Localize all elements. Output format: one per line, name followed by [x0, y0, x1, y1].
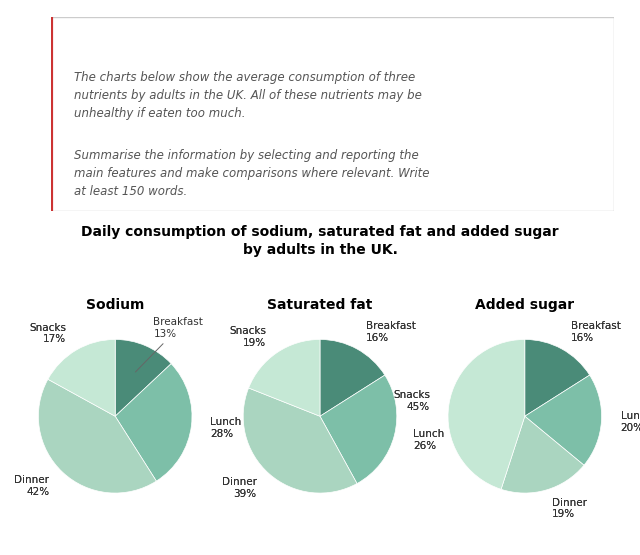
Text: Breakfast
16%: Breakfast 16%	[571, 321, 621, 343]
Title: Saturated fat: Saturated fat	[268, 298, 372, 312]
Text: Lunch
20%: Lunch 20%	[621, 411, 640, 433]
Wedge shape	[320, 375, 397, 483]
Wedge shape	[115, 340, 171, 416]
Text: Breakfast
16%: Breakfast 16%	[366, 321, 416, 343]
Wedge shape	[320, 340, 385, 416]
Text: Lunch
28%: Lunch 28%	[211, 417, 242, 439]
Text: Lunch
26%: Lunch 26%	[413, 430, 444, 451]
Wedge shape	[48, 340, 115, 416]
Text: Dinner
42%: Dinner 42%	[15, 476, 49, 497]
Text: Dinner
39%: Dinner 39%	[221, 477, 257, 499]
Text: Snacks
17%: Snacks 17%	[29, 323, 67, 345]
Wedge shape	[525, 375, 602, 465]
Title: Added sugar: Added sugar	[476, 298, 574, 312]
Wedge shape	[115, 364, 192, 481]
Wedge shape	[448, 340, 525, 490]
Text: Summarise the information by selecting and reporting the
main features and make : Summarise the information by selecting a…	[74, 149, 429, 198]
Text: Lunch
28%: Lunch 28%	[211, 417, 242, 439]
Text: Lunch
26%: Lunch 26%	[413, 430, 444, 451]
Text: The charts below show the average consumption of three
nutrients by adults in th: The charts below show the average consum…	[74, 71, 422, 120]
Text: Breakfast
16%: Breakfast 16%	[366, 321, 416, 343]
FancyBboxPatch shape	[51, 17, 614, 211]
Text: Daily consumption of sodium, saturated fat and added sugar
by adults in the UK.: Daily consumption of sodium, saturated f…	[81, 225, 559, 257]
Text: Dinner
42%: Dinner 42%	[15, 476, 49, 497]
Text: Lunch
20%: Lunch 20%	[621, 411, 640, 433]
Text: Snacks
17%: Snacks 17%	[29, 323, 67, 345]
Text: Snacks
45%: Snacks 45%	[393, 390, 430, 412]
Text: Snacks
19%: Snacks 19%	[229, 326, 266, 347]
Wedge shape	[525, 340, 589, 416]
Text: Dinner
19%: Dinner 19%	[552, 498, 587, 519]
Text: Snacks
45%: Snacks 45%	[393, 390, 430, 412]
Wedge shape	[248, 340, 320, 416]
Title: Sodium: Sodium	[86, 298, 145, 312]
Text: Snacks
19%: Snacks 19%	[229, 326, 266, 347]
Wedge shape	[501, 416, 584, 493]
Text: Dinner
39%: Dinner 39%	[221, 477, 257, 499]
Text: Dinner
19%: Dinner 19%	[552, 498, 587, 519]
Wedge shape	[38, 379, 156, 493]
Text: Breakfast
16%: Breakfast 16%	[571, 321, 621, 343]
Wedge shape	[243, 388, 357, 493]
Text: Breakfast
13%: Breakfast 13%	[136, 317, 204, 372]
